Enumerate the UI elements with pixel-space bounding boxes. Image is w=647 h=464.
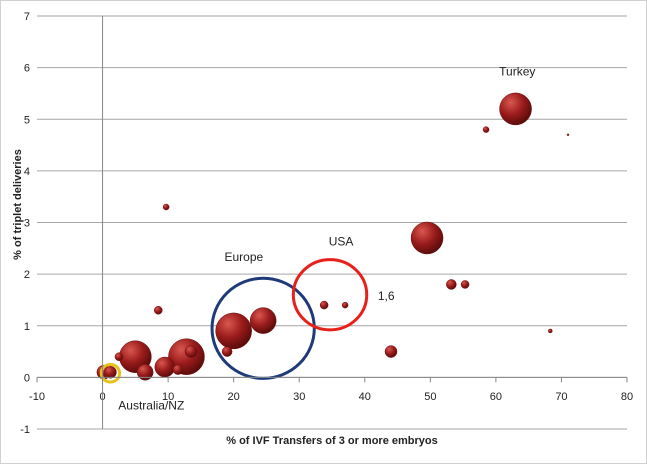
y-tick-label: 1 — [24, 321, 30, 333]
x-tick-label: 70 — [555, 391, 567, 403]
data-bubble — [446, 279, 457, 290]
data-bubble — [319, 300, 329, 310]
x-tick-label: -10 — [29, 391, 45, 403]
y-tick-label: -1 — [20, 424, 30, 436]
data-bubble — [341, 301, 349, 309]
data-bubble — [566, 133, 570, 136]
x-tick-label: 60 — [490, 391, 502, 403]
data-bubble — [154, 356, 176, 378]
annotations: Turkey USA Europe 1,6 Australia/NZ — [99, 64, 535, 412]
annotation-label: Turkey — [499, 64, 535, 78]
x-tick-label: 40 — [359, 391, 371, 403]
data-bubble — [114, 352, 124, 361]
highlight-ring — [210, 276, 316, 380]
data-bubble — [482, 126, 490, 133]
annotation-label: Australia/NZ — [118, 398, 184, 412]
data-bubble — [162, 203, 170, 211]
y-tick-label: 2 — [24, 269, 30, 281]
x-tick-label: 50 — [424, 391, 436, 403]
x-tick-label: 10 — [162, 391, 174, 403]
y-tick-label: 3 — [24, 218, 30, 230]
x-tick-label: 20 — [228, 391, 240, 403]
y-axis-title: % of triplet deliveries — [12, 149, 24, 260]
data-bubble — [249, 307, 277, 334]
x-tick-labels: -1001020304050607080 — [29, 377, 633, 403]
data-bubble — [548, 328, 553, 334]
x-tick-label: 80 — [621, 391, 633, 403]
data-bubble — [136, 363, 154, 381]
data-bubble — [410, 221, 444, 255]
x-axis-title: % of IVF Transfers of 3 or more embryos — [226, 435, 438, 447]
highlight-ring — [99, 362, 122, 384]
y-tick-label: 4 — [24, 166, 30, 178]
data-bubble — [460, 280, 470, 289]
y-tick-label: 5 — [24, 114, 30, 126]
y-tick-label: 7 — [24, 11, 30, 23]
data-bubbles — [96, 92, 570, 381]
annotation-label: USA — [329, 235, 354, 249]
data-bubble — [215, 312, 252, 350]
y-tick-labels: -1 0 1 2 3 4 5 6 7 — [20, 11, 30, 436]
data-bubble — [154, 306, 163, 315]
data-bubble — [104, 365, 117, 379]
data-bubble — [384, 345, 398, 358]
annotation-label: Europe — [224, 250, 263, 264]
annotation-label: 1,6 — [378, 289, 395, 303]
x-tick-label: 30 — [293, 391, 305, 403]
data-bubble — [172, 364, 184, 375]
data-bubble — [184, 345, 198, 358]
y-tick-label: 6 — [24, 63, 30, 75]
data-bubble — [221, 346, 233, 357]
highlight-ring — [291, 258, 369, 332]
data-bubble — [499, 92, 532, 126]
y-tick-label: 0 — [24, 372, 30, 384]
